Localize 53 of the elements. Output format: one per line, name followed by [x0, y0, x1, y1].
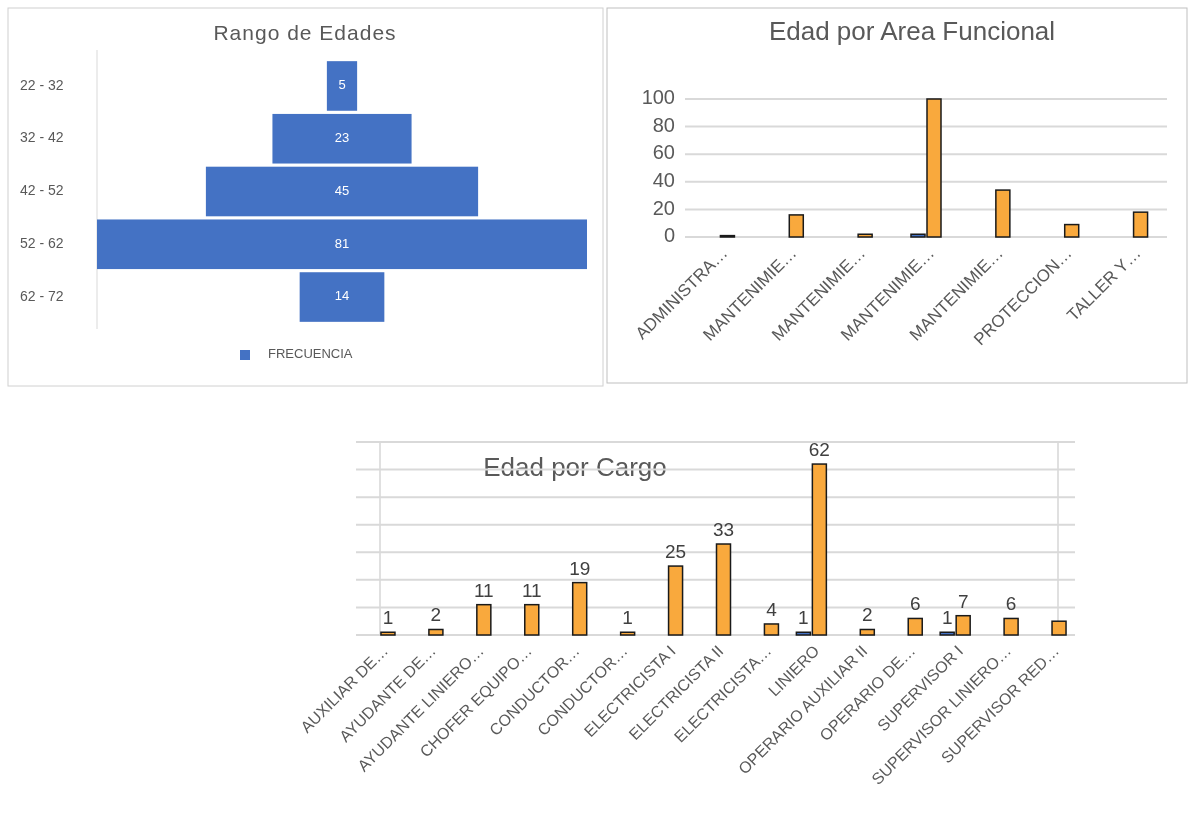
- bar: [715, 543, 732, 636]
- data-label: 7: [957, 590, 969, 612]
- data-label: 2: [430, 604, 442, 626]
- data-label: 14: [334, 288, 350, 304]
- text: Rango de Edades: [213, 21, 397, 44]
- category-label: 52 - 62: [20, 234, 64, 251]
- data-label: 1: [382, 607, 394, 629]
- data-label: 33: [712, 519, 735, 541]
- bar: [907, 617, 923, 636]
- y-tick-label: 60: [652, 141, 675, 164]
- bar: [380, 631, 396, 636]
- data-label: 4: [766, 598, 778, 620]
- y-tick-label: 0: [663, 224, 675, 247]
- data-label: 45: [334, 182, 350, 198]
- data-label: 1: [622, 607, 633, 629]
- bar: [667, 565, 684, 636]
- bar: [428, 628, 444, 636]
- data-label: 1: [798, 607, 809, 629]
- bar: [1063, 223, 1080, 238]
- chart-title: Edad por Area Funcional: [768, 16, 1056, 46]
- y-tick-label: 100: [641, 86, 675, 109]
- bar: [995, 189, 1011, 238]
- data-label: 11: [521, 579, 542, 601]
- bar: [1132, 211, 1149, 238]
- category-label: 42 - 52: [20, 182, 64, 199]
- data-label: 6: [1005, 593, 1017, 615]
- bar: [1051, 620, 1067, 636]
- bar: [763, 623, 780, 636]
- y-tick-label: 80: [652, 113, 675, 136]
- category-label: 22 - 32: [20, 76, 64, 93]
- data-label: 81: [334, 235, 350, 251]
- data-label: 2: [862, 604, 873, 626]
- bar: [619, 631, 636, 636]
- data-label: 19: [569, 557, 591, 579]
- y-tick-label: 20: [652, 196, 675, 219]
- data-label: 5: [338, 77, 346, 93]
- data-label: 23: [334, 130, 350, 146]
- bar: [1003, 617, 1019, 636]
- data-label: 1: [941, 607, 953, 629]
- data-label: 6: [909, 593, 921, 615]
- bar: [788, 214, 805, 238]
- legend-label: FRECUENCIA: [268, 346, 353, 362]
- category-label: 32 - 42: [20, 129, 64, 146]
- bar: [857, 233, 873, 238]
- bar: [571, 581, 588, 636]
- bar: [859, 628, 876, 636]
- bar: [476, 603, 492, 636]
- bar: [524, 603, 540, 636]
- data-label: 11: [473, 579, 494, 601]
- y-tick-label: 40: [652, 169, 675, 192]
- data-label: 62: [808, 439, 830, 461]
- category-label: 62 - 72: [20, 287, 64, 304]
- data-label: 25: [665, 541, 687, 563]
